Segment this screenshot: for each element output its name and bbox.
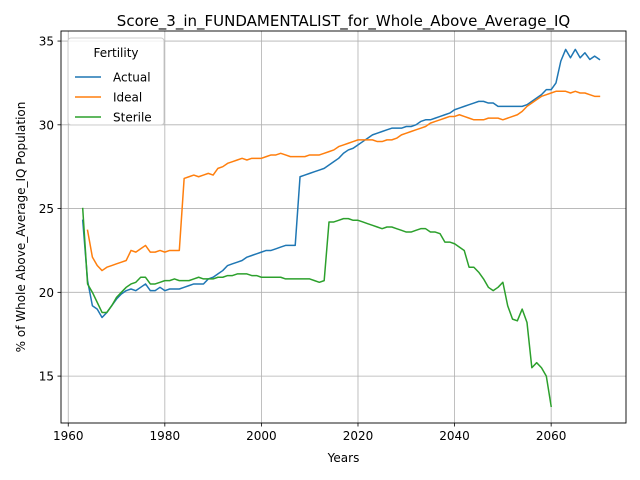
- legend-title: Fertility: [93, 46, 138, 60]
- series-line-sterile: [81, 207, 553, 408]
- x-tick-label: 1980: [150, 429, 181, 443]
- series-line-actual: [81, 48, 601, 319]
- y-axis: 15 20 25 30 35: [39, 35, 61, 384]
- legend-entry-sterile: Sterile: [113, 111, 152, 125]
- legend: Fertility Actual Ideal Sterile: [67, 37, 165, 126]
- series-line-ideal: [86, 90, 601, 272]
- y-tick-label: 25: [39, 202, 54, 216]
- x-tick-label: 2060: [536, 429, 567, 443]
- legend-entry-ideal: Ideal: [113, 91, 142, 105]
- plot-frame: [60, 30, 627, 424]
- legend-box: [67, 37, 165, 126]
- chart-title: Score_3_in_FUNDAMENTALIST_for_Whole_Abov…: [117, 12, 570, 31]
- y-tick-label: 15: [39, 370, 54, 384]
- x-tick-label: 2040: [439, 429, 470, 443]
- y-tick-label: 35: [39, 35, 54, 49]
- y-tick-label: 30: [39, 118, 54, 132]
- series-lines: [81, 48, 601, 408]
- y-tick-label: 20: [39, 286, 54, 300]
- legend-entry-actual: Actual: [113, 71, 151, 85]
- x-axis-label: Years: [327, 451, 360, 465]
- grid: [61, 31, 626, 423]
- x-tick-label: 2000: [246, 429, 277, 443]
- x-axis: 1960 1980 2000 2020 2040 2060: [53, 423, 566, 443]
- y-axis-label: % of Whole Above_Average_IQ Population: [14, 102, 28, 353]
- x-tick-label: 1960: [53, 429, 84, 443]
- x-tick-label: 2020: [343, 429, 374, 443]
